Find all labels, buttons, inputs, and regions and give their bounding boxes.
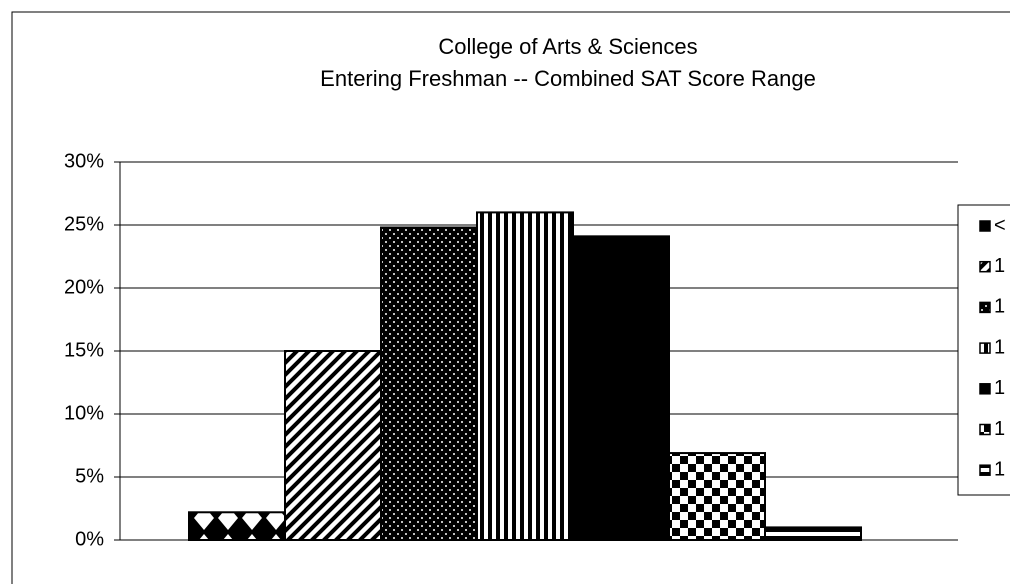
legend-swatch — [979, 464, 991, 476]
bar — [764, 526, 862, 542]
legend-label: 1 — [994, 458, 1005, 480]
bar — [284, 350, 382, 541]
y-tick-label: 20% — [64, 276, 104, 298]
bar — [380, 226, 478, 542]
legend-label: 1 — [994, 377, 1005, 399]
legend-label: 1 — [994, 255, 1005, 277]
chart-title: College of Arts & Sciences — [438, 34, 697, 59]
bar — [476, 211, 574, 541]
y-tick-label: 25% — [64, 213, 104, 235]
bar — [572, 235, 670, 541]
legend-swatch — [979, 260, 991, 273]
chart-frame — [11, 11, 1010, 584]
legend-label: 1 — [994, 296, 1005, 318]
legend-label: < — [994, 214, 1006, 236]
bar — [188, 511, 286, 542]
legend-label: 1 — [994, 336, 1005, 358]
y-tick-label: 0% — [75, 528, 104, 550]
legend-swatch — [979, 220, 991, 232]
y-tick-label: 30% — [64, 150, 104, 172]
y-tick-label: 10% — [64, 402, 104, 424]
y-tick-label: 15% — [64, 339, 104, 361]
bar — [668, 452, 766, 541]
legend-swatch — [979, 383, 991, 395]
legend-swatch — [979, 301, 991, 314]
chart-subtitle: Entering Freshman -- Combined SAT Score … — [320, 66, 816, 91]
legend-swatch — [979, 342, 991, 354]
legend-swatch — [979, 423, 991, 436]
legend-label: 1 — [994, 418, 1005, 440]
y-tick-label: 5% — [75, 465, 104, 487]
